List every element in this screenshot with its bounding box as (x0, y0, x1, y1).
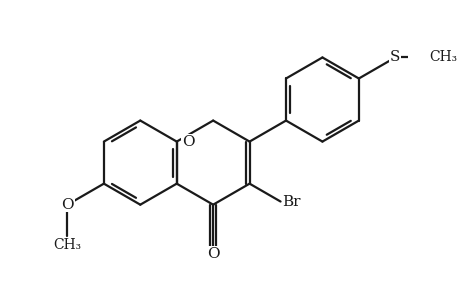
Text: Br: Br (282, 194, 301, 208)
Text: CH₃: CH₃ (428, 50, 456, 64)
Text: O: O (181, 135, 194, 148)
Text: O: O (61, 198, 73, 212)
Text: CH₃: CH₃ (53, 238, 81, 252)
Text: O: O (207, 247, 219, 261)
Text: S: S (389, 50, 400, 64)
